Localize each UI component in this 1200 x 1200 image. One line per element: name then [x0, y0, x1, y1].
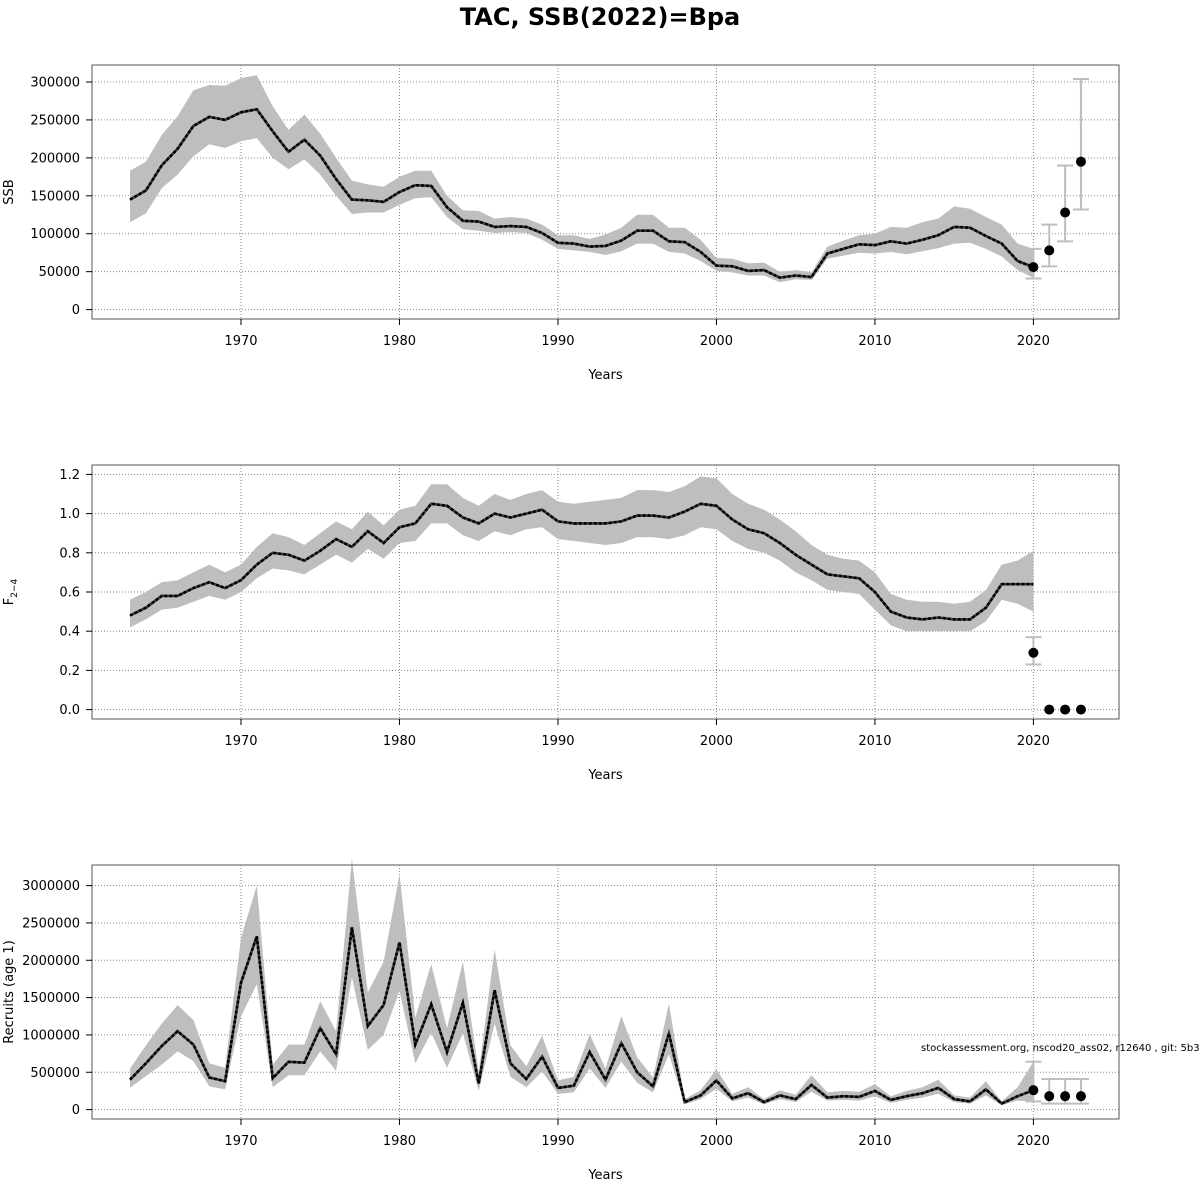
y-tick-label: 500000	[30, 1066, 80, 1081]
x-tick-label: 2020	[1017, 334, 1050, 349]
estimate-line	[129, 927, 1034, 1106]
y-axis-label-main: Recruits (age 1)	[2, 940, 17, 1044]
x-tick-label: 1980	[383, 734, 416, 749]
confidence-band	[130, 858, 1034, 1106]
y-axis-label-subscript: 2−4	[10, 578, 20, 597]
forecast-point	[1075, 156, 1086, 167]
x-tick-label: 1970	[224, 734, 257, 749]
y-tick-label: 0	[72, 303, 80, 318]
x-tick-label: 1970	[224, 334, 257, 349]
y-tick-label: 2500000	[22, 916, 80, 931]
confidence-band	[130, 75, 1034, 283]
y-tick-label: 0	[72, 1103, 80, 1118]
y-axis-label: SSB	[2, 179, 17, 204]
x-tick-label: 1980	[383, 1134, 416, 1149]
y-tick-label: 0.4	[59, 625, 80, 640]
x-axis-label: Years	[587, 1168, 623, 1183]
x-tick-label: 1990	[541, 1134, 574, 1149]
forecast-point	[1075, 1091, 1086, 1102]
forecast-point	[1060, 207, 1071, 218]
forecast-point	[1044, 704, 1055, 715]
y-tick-label: 200000	[30, 151, 80, 166]
forecast-point	[1028, 262, 1039, 273]
x-tick-label: 2020	[1017, 1134, 1050, 1149]
x-tick-label: 2010	[858, 334, 891, 349]
confidence-band	[130, 476, 1034, 632]
source-annotation: stockassessment.org, nscod20_ass02, r126…	[921, 1043, 1200, 1054]
y-tick-label: 100000	[30, 227, 80, 242]
y-tick-label: 1000000	[22, 1028, 80, 1043]
y-tick-label: 0.8	[59, 546, 80, 561]
chart-title: TAC, SSB(2022)=Bpa	[459, 3, 741, 31]
x-tick-label: 2000	[700, 734, 733, 749]
y-tick-label: 300000	[30, 75, 80, 90]
plot-frame	[91, 864, 1120, 1120]
y-tick-label: 1.2	[59, 468, 80, 483]
y-axis-label-main: F	[2, 598, 17, 605]
y-tick-label: 0.6	[59, 586, 80, 601]
x-tick-label: 2010	[858, 734, 891, 749]
forecast-point	[1028, 1085, 1039, 1096]
x-tick-label: 2000	[700, 1134, 733, 1149]
y-tick-label: 1.0	[59, 507, 80, 522]
x-tick-label: 1990	[541, 734, 574, 749]
y-tick-label: 0.2	[59, 664, 80, 679]
y-tick-label: 0.0	[59, 703, 80, 718]
forecast-point	[1028, 647, 1039, 658]
estimate-line-dashes	[129, 107, 1034, 280]
forecast-point	[1044, 245, 1055, 256]
forecast-point	[1060, 704, 1071, 715]
y-tick-label: 50000	[39, 265, 80, 280]
y-tick-label: 2000000	[22, 954, 80, 969]
x-axis-label: Years	[587, 768, 623, 783]
forecast-point	[1060, 1091, 1071, 1102]
x-tick-label: 1990	[541, 334, 574, 349]
y-tick-label: 3000000	[22, 879, 80, 894]
x-axis-label: Years	[587, 368, 623, 383]
y-tick-label: 250000	[30, 113, 80, 128]
x-tick-label: 2020	[1017, 734, 1050, 749]
forecast-point	[1044, 1091, 1055, 1102]
estimate-line-dashes	[129, 502, 1034, 621]
y-tick-label: 1500000	[22, 991, 80, 1006]
panel-3: 0 500000 1000000 1500000 2000000 2500000 30000…	[2, 858, 1120, 1183]
x-tick-label: 1970	[224, 1134, 257, 1149]
plot-frame	[91, 64, 1120, 320]
x-tick-label: 2010	[858, 1134, 891, 1149]
panel-1: 0 50000 100000 150000 200000 250000 300000 1970…	[2, 64, 1120, 383]
panel-2: 0.0 0.2 0.4 0.6 0.8 1.0 1.2 1970 1980 1990 2000 201…	[2, 464, 1120, 783]
y-axis-label: F2−4	[2, 578, 20, 605]
y-axis-label-main: SSB	[2, 179, 17, 204]
x-tick-label: 1980	[383, 334, 416, 349]
x-tick-label: 2000	[700, 334, 733, 349]
forecast-point	[1075, 704, 1086, 715]
y-tick-label: 150000	[30, 189, 80, 204]
y-axis-label: Recruits (age 1)	[2, 940, 17, 1044]
